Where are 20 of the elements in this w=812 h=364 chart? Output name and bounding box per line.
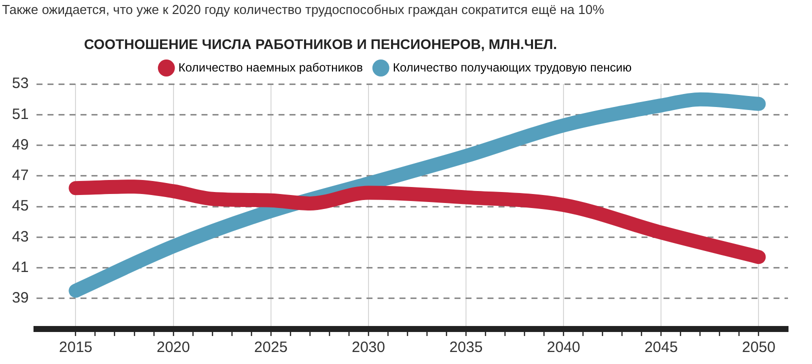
x-tick-label: 2025 xyxy=(254,339,288,356)
y-tick-label: 45 xyxy=(12,198,29,215)
y-tick-label: 53 xyxy=(12,75,29,92)
x-tick-label: 2045 xyxy=(644,339,678,356)
y-tick-label: 49 xyxy=(12,136,29,154)
chart-subtitle: Также ожидается, что уже к 2020 году количество трудоспособных граждан сократится ещё на 10% xyxy=(2,2,604,17)
legend-label: Количество получающих трудовую пенсию xyxy=(392,60,632,74)
x-tick-label: 2035 xyxy=(449,339,483,356)
y-tick-label: 51 xyxy=(12,106,29,123)
x-tick-label: 2050 xyxy=(742,339,776,356)
chart-title: СООТНОШЕНИЕ ЧИСЛА РАБОТНИКОВ И ПЕНСИОНЕРОВ, МЛН.ЧЕЛ. xyxy=(84,36,557,52)
x-tick-label: 2040 xyxy=(546,339,580,356)
y-tick-label: 39 xyxy=(12,290,29,307)
x-tick-label: 2015 xyxy=(59,339,92,356)
x-tick-label: 2020 xyxy=(156,339,190,356)
legend-label: Количество наемных работников xyxy=(178,60,363,74)
y-tick-label: 47 xyxy=(12,167,29,184)
x-tick-label: 2030 xyxy=(352,339,386,356)
y-tick-label: 43 xyxy=(12,228,29,246)
y-tick-label: 41 xyxy=(12,258,29,276)
